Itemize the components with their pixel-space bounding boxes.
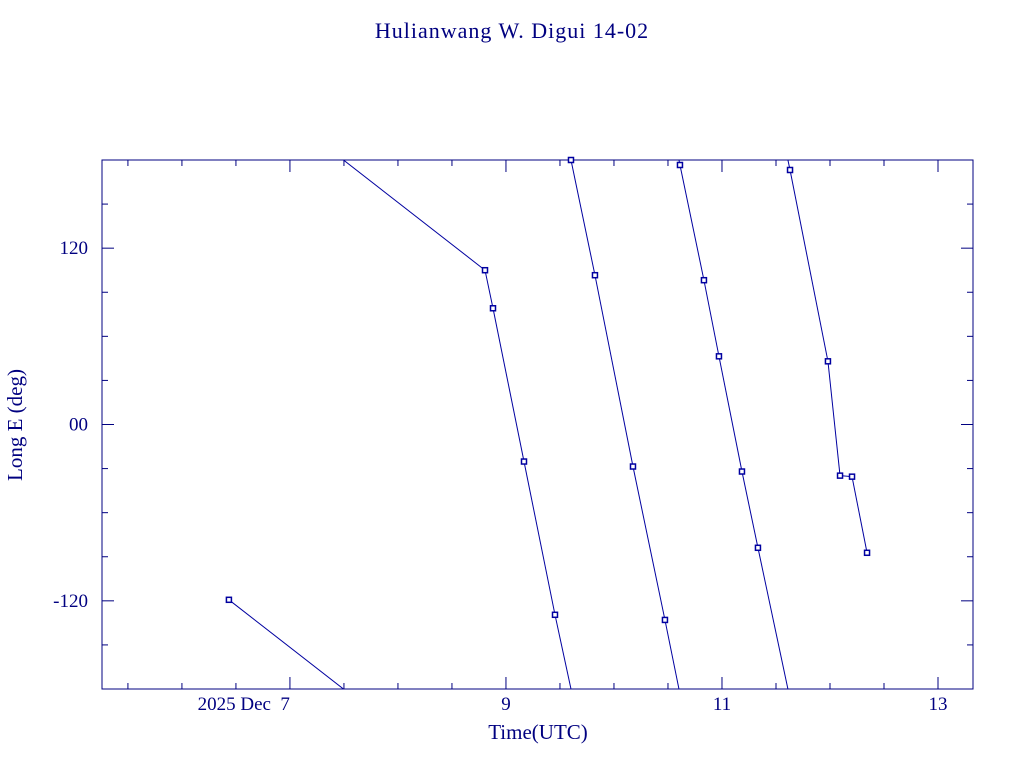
data-point <box>863 549 871 557</box>
line-segment <box>228 599 345 689</box>
line-segment <box>492 308 525 462</box>
line-segment <box>554 614 572 689</box>
y-tick-label: 120 <box>60 238 89 259</box>
data-point <box>754 544 762 552</box>
data-point <box>786 166 794 174</box>
data-point <box>567 156 575 164</box>
data-point <box>225 596 233 604</box>
x-tick-label: 9 <box>501 694 511 715</box>
x-tick-label: 11 <box>713 694 731 715</box>
line-segment <box>703 280 720 357</box>
line-segment <box>741 471 759 548</box>
line-segment <box>789 169 829 362</box>
y-axis-label: Long E (deg) <box>3 369 27 481</box>
data-point <box>700 276 708 284</box>
line-segment <box>594 275 634 467</box>
data-point <box>738 468 746 475</box>
plot-frame <box>101 159 974 690</box>
line-segment <box>570 160 596 276</box>
line-segment <box>523 461 556 615</box>
data-point <box>848 473 856 480</box>
data-point <box>520 458 528 465</box>
line-segment <box>632 466 666 621</box>
line-segment <box>757 547 789 689</box>
line-segment <box>570 160 571 161</box>
x-tick-label: 13 <box>929 694 948 715</box>
data-point <box>836 472 844 479</box>
x-tick-label: 2025 Dec 7 <box>198 694 290 715</box>
line-segment <box>664 619 680 689</box>
line-segment <box>678 160 681 166</box>
data-point <box>591 271 599 279</box>
chart-title: Hulianwang W. Digui 14-02 <box>375 18 649 43</box>
x-axis-label: Time(UTC) <box>488 720 588 744</box>
plot-area <box>228 160 868 689</box>
line-segment <box>484 270 494 309</box>
y-tick-label: 00 <box>69 415 88 436</box>
y-tick-label: -120 <box>53 591 88 612</box>
line-segment <box>679 164 705 281</box>
line-segment <box>851 476 868 553</box>
line-segment <box>827 361 841 476</box>
data-point <box>481 266 489 274</box>
line-segment <box>718 356 743 472</box>
data-point <box>676 161 684 169</box>
data-point <box>661 616 669 624</box>
data-point <box>629 463 637 470</box>
line-segment <box>787 160 791 171</box>
data-point <box>715 353 723 360</box>
data-point <box>824 358 832 365</box>
line-segment <box>342 160 486 271</box>
data-point <box>489 305 497 312</box>
data-point <box>551 611 559 619</box>
